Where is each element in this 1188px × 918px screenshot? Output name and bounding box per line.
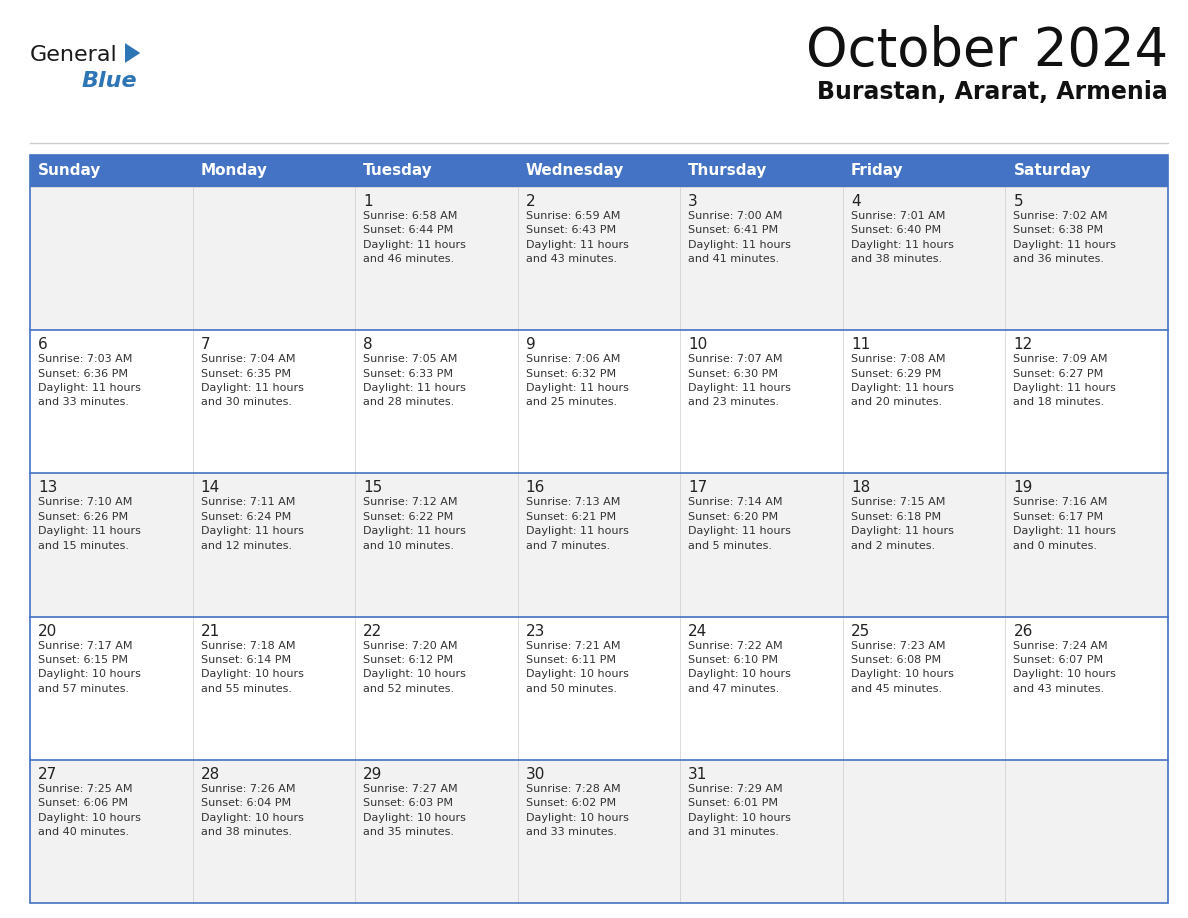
Text: Sunrise: 7:08 AM
Sunset: 6:29 PM
Daylight: 11 hours
and 20 minutes.: Sunrise: 7:08 AM Sunset: 6:29 PM Dayligh…: [851, 354, 954, 408]
Text: 25: 25: [851, 623, 870, 639]
Text: Sunrise: 7:07 AM
Sunset: 6:30 PM
Daylight: 11 hours
and 23 minutes.: Sunrise: 7:07 AM Sunset: 6:30 PM Dayligh…: [688, 354, 791, 408]
Text: Sunrise: 7:04 AM
Sunset: 6:35 PM
Daylight: 11 hours
and 30 minutes.: Sunrise: 7:04 AM Sunset: 6:35 PM Dayligh…: [201, 354, 303, 408]
Text: 6: 6: [38, 337, 48, 353]
Text: 16: 16: [526, 480, 545, 496]
Bar: [30, 155, 1168, 903]
Text: Sunrise: 7:20 AM
Sunset: 6:12 PM
Daylight: 10 hours
and 52 minutes.: Sunrise: 7:20 AM Sunset: 6:12 PM Dayligh…: [364, 641, 466, 694]
Text: 22: 22: [364, 623, 383, 639]
Text: 1: 1: [364, 194, 373, 209]
Text: 12: 12: [1013, 337, 1032, 353]
Text: 5: 5: [1013, 194, 1023, 209]
Text: Sunrise: 7:12 AM
Sunset: 6:22 PM
Daylight: 11 hours
and 10 minutes.: Sunrise: 7:12 AM Sunset: 6:22 PM Dayligh…: [364, 498, 466, 551]
Text: 7: 7: [201, 337, 210, 353]
Text: Sunrise: 7:14 AM
Sunset: 6:20 PM
Daylight: 11 hours
and 5 minutes.: Sunrise: 7:14 AM Sunset: 6:20 PM Dayligh…: [688, 498, 791, 551]
Text: 19: 19: [1013, 480, 1032, 496]
Text: Sunday: Sunday: [38, 163, 101, 178]
Text: Sunrise: 7:21 AM
Sunset: 6:11 PM
Daylight: 10 hours
and 50 minutes.: Sunrise: 7:21 AM Sunset: 6:11 PM Dayligh…: [526, 641, 628, 694]
Bar: [30, 155, 1168, 187]
Text: Sunrise: 7:06 AM
Sunset: 6:32 PM
Daylight: 11 hours
and 25 minutes.: Sunrise: 7:06 AM Sunset: 6:32 PM Dayligh…: [526, 354, 628, 408]
Text: Sunrise: 7:22 AM
Sunset: 6:10 PM
Daylight: 10 hours
and 47 minutes.: Sunrise: 7:22 AM Sunset: 6:10 PM Dayligh…: [688, 641, 791, 694]
Text: 29: 29: [364, 767, 383, 782]
Text: Sunrise: 7:05 AM
Sunset: 6:33 PM
Daylight: 11 hours
and 28 minutes.: Sunrise: 7:05 AM Sunset: 6:33 PM Dayligh…: [364, 354, 466, 408]
Text: Sunrise: 7:28 AM
Sunset: 6:02 PM
Daylight: 10 hours
and 33 minutes.: Sunrise: 7:28 AM Sunset: 6:02 PM Dayligh…: [526, 784, 628, 837]
Text: 14: 14: [201, 480, 220, 496]
Text: 31: 31: [688, 767, 708, 782]
Text: Wednesday: Wednesday: [526, 163, 624, 178]
Text: Sunrise: 7:29 AM
Sunset: 6:01 PM
Daylight: 10 hours
and 31 minutes.: Sunrise: 7:29 AM Sunset: 6:01 PM Dayligh…: [688, 784, 791, 837]
Polygon shape: [125, 43, 140, 63]
Text: Sunrise: 7:17 AM
Sunset: 6:15 PM
Daylight: 10 hours
and 57 minutes.: Sunrise: 7:17 AM Sunset: 6:15 PM Dayligh…: [38, 641, 141, 694]
Text: Sunrise: 7:11 AM
Sunset: 6:24 PM
Daylight: 11 hours
and 12 minutes.: Sunrise: 7:11 AM Sunset: 6:24 PM Dayligh…: [201, 498, 303, 551]
Text: Sunrise: 7:13 AM
Sunset: 6:21 PM
Daylight: 11 hours
and 7 minutes.: Sunrise: 7:13 AM Sunset: 6:21 PM Dayligh…: [526, 498, 628, 551]
Text: 11: 11: [851, 337, 870, 353]
Text: 20: 20: [38, 623, 57, 639]
Text: 15: 15: [364, 480, 383, 496]
Text: 8: 8: [364, 337, 373, 353]
Text: Sunrise: 7:02 AM
Sunset: 6:38 PM
Daylight: 11 hours
and 36 minutes.: Sunrise: 7:02 AM Sunset: 6:38 PM Dayligh…: [1013, 211, 1117, 264]
Text: 3: 3: [688, 194, 699, 209]
Text: Thursday: Thursday: [688, 163, 767, 178]
Text: Sunrise: 7:27 AM
Sunset: 6:03 PM
Daylight: 10 hours
and 35 minutes.: Sunrise: 7:27 AM Sunset: 6:03 PM Dayligh…: [364, 784, 466, 837]
Text: Sunrise: 7:15 AM
Sunset: 6:18 PM
Daylight: 11 hours
and 2 minutes.: Sunrise: 7:15 AM Sunset: 6:18 PM Dayligh…: [851, 498, 954, 551]
Text: Sunrise: 7:24 AM
Sunset: 6:07 PM
Daylight: 10 hours
and 43 minutes.: Sunrise: 7:24 AM Sunset: 6:07 PM Dayligh…: [1013, 641, 1117, 694]
Bar: [30, 617, 1168, 760]
Text: Sunrise: 7:01 AM
Sunset: 6:40 PM
Daylight: 11 hours
and 38 minutes.: Sunrise: 7:01 AM Sunset: 6:40 PM Dayligh…: [851, 211, 954, 264]
Text: 2: 2: [526, 194, 536, 209]
Text: General: General: [30, 45, 118, 65]
Bar: [30, 187, 1168, 330]
Text: Burastan, Ararat, Armenia: Burastan, Ararat, Armenia: [817, 80, 1168, 104]
Text: Blue: Blue: [82, 71, 138, 91]
Text: 10: 10: [688, 337, 708, 353]
Text: 9: 9: [526, 337, 536, 353]
Text: October 2024: October 2024: [805, 25, 1168, 77]
Text: 30: 30: [526, 767, 545, 782]
Text: Sunrise: 7:09 AM
Sunset: 6:27 PM
Daylight: 11 hours
and 18 minutes.: Sunrise: 7:09 AM Sunset: 6:27 PM Dayligh…: [1013, 354, 1117, 408]
Text: 26: 26: [1013, 623, 1032, 639]
Text: 28: 28: [201, 767, 220, 782]
Text: Sunrise: 7:26 AM
Sunset: 6:04 PM
Daylight: 10 hours
and 38 minutes.: Sunrise: 7:26 AM Sunset: 6:04 PM Dayligh…: [201, 784, 303, 837]
Text: 13: 13: [38, 480, 57, 496]
Text: 4: 4: [851, 194, 860, 209]
Text: Monday: Monday: [201, 163, 267, 178]
Text: 23: 23: [526, 623, 545, 639]
Text: Tuesday: Tuesday: [364, 163, 432, 178]
Text: Sunrise: 7:00 AM
Sunset: 6:41 PM
Daylight: 11 hours
and 41 minutes.: Sunrise: 7:00 AM Sunset: 6:41 PM Dayligh…: [688, 211, 791, 264]
Text: Sunrise: 7:10 AM
Sunset: 6:26 PM
Daylight: 11 hours
and 15 minutes.: Sunrise: 7:10 AM Sunset: 6:26 PM Dayligh…: [38, 498, 141, 551]
Text: Sunrise: 7:25 AM
Sunset: 6:06 PM
Daylight: 10 hours
and 40 minutes.: Sunrise: 7:25 AM Sunset: 6:06 PM Dayligh…: [38, 784, 141, 837]
Text: Sunrise: 7:03 AM
Sunset: 6:36 PM
Daylight: 11 hours
and 33 minutes.: Sunrise: 7:03 AM Sunset: 6:36 PM Dayligh…: [38, 354, 141, 408]
Text: Sunrise: 7:16 AM
Sunset: 6:17 PM
Daylight: 11 hours
and 0 minutes.: Sunrise: 7:16 AM Sunset: 6:17 PM Dayligh…: [1013, 498, 1117, 551]
Bar: [30, 760, 1168, 903]
Text: 21: 21: [201, 623, 220, 639]
Text: Sunrise: 7:18 AM
Sunset: 6:14 PM
Daylight: 10 hours
and 55 minutes.: Sunrise: 7:18 AM Sunset: 6:14 PM Dayligh…: [201, 641, 303, 694]
Text: Sunrise: 6:58 AM
Sunset: 6:44 PM
Daylight: 11 hours
and 46 minutes.: Sunrise: 6:58 AM Sunset: 6:44 PM Dayligh…: [364, 211, 466, 264]
Text: 27: 27: [38, 767, 57, 782]
Text: 24: 24: [688, 623, 708, 639]
Bar: [30, 330, 1168, 474]
Text: Sunrise: 7:23 AM
Sunset: 6:08 PM
Daylight: 10 hours
and 45 minutes.: Sunrise: 7:23 AM Sunset: 6:08 PM Dayligh…: [851, 641, 954, 694]
Bar: [30, 474, 1168, 617]
Text: Friday: Friday: [851, 163, 904, 178]
Text: Sunrise: 6:59 AM
Sunset: 6:43 PM
Daylight: 11 hours
and 43 minutes.: Sunrise: 6:59 AM Sunset: 6:43 PM Dayligh…: [526, 211, 628, 264]
Text: 17: 17: [688, 480, 708, 496]
Text: Saturday: Saturday: [1013, 163, 1092, 178]
Text: 18: 18: [851, 480, 870, 496]
